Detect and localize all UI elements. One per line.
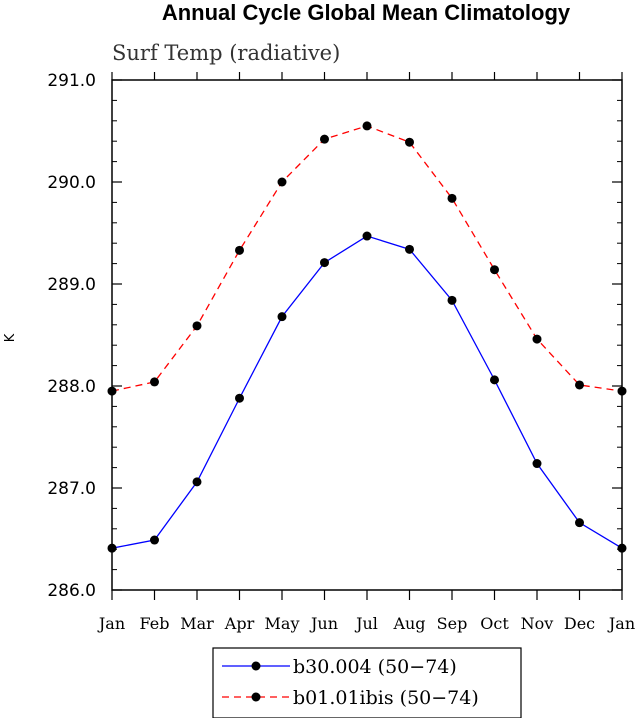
y-tick-label: 291.0 [47,71,96,91]
legend-box [212,647,522,718]
legend: b30.004 (50−74) b01.01ibis (50−74) [212,647,522,718]
data-point [320,134,329,144]
data-point [575,380,584,390]
data-point [490,265,499,275]
data-point [362,231,372,241]
data-point [150,377,159,387]
x-tick-label: May [265,614,300,633]
legend-items: b30.004 (50−74) b01.01ibis (50−74) [222,656,479,709]
data-point [150,535,159,545]
data-point [575,518,584,528]
x-tick-label: Jan [97,614,125,633]
x-tick-label: Sep [437,614,468,633]
x-tick-label: Apr [224,614,255,633]
y-axis-label: K [3,333,18,342]
y-tick-label: 290.0 [47,173,96,193]
x-tick-label: Jan [607,614,635,633]
data-point [320,258,329,268]
y-tick-label: 286.0 [47,581,96,601]
legend-marker [251,661,261,671]
chart-title: Annual Cycle Global Mean Climatology [162,0,571,25]
data-point [277,177,287,187]
x-tick-label: Mar [180,614,214,633]
data-point [405,244,414,254]
series-line-0 [111,235,623,549]
legend-label: b30.004 (50−74) [293,656,457,678]
data-point [235,245,244,255]
y-tick-label: 288.0 [47,377,96,397]
plot-frame [111,79,623,591]
x-tick-label: Dec [564,614,595,633]
data-point [447,295,457,305]
data-point [192,477,202,487]
data-point [277,312,287,322]
series-line-1 [111,125,623,392]
legend-marker [251,692,261,702]
x-tick-label: Oct [480,614,509,633]
data-point [447,193,457,203]
chart-subtitle: Surf Temp (radiative) [112,41,340,65]
data-point [192,321,202,331]
data-point [490,375,499,385]
x-tick-label: Jun [309,614,338,633]
ticks-layer: 286.0 287.0 288.0 289.0 290.0 291.0 Jan Feb Mar A… [47,71,635,633]
x-tick-label: Jul [354,614,378,633]
y-tick-label: 289.0 [47,275,96,295]
data-point [532,334,542,344]
series-layer [107,121,627,553]
data-point [235,393,244,403]
legend-label: b01.01ibis (50−74) [293,687,479,709]
x-tick-label: Aug [392,614,425,633]
data-point [405,137,414,147]
data-point [532,459,542,469]
data-point [362,121,372,131]
x-tick-label: Feb [140,614,170,633]
y-tick-label: 287.0 [47,479,96,499]
x-tick-label: Nov [521,614,554,633]
